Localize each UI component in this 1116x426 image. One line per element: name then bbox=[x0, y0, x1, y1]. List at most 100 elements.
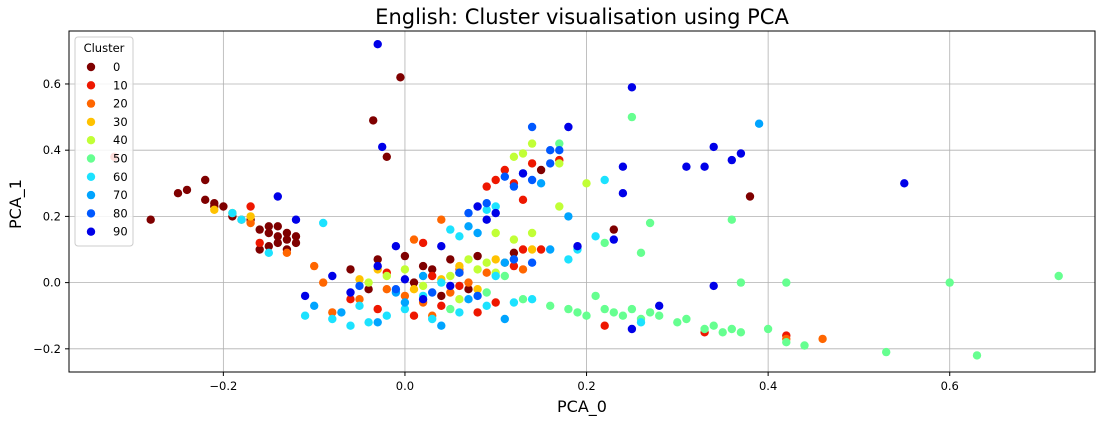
data-point-cluster-60 bbox=[328, 314, 337, 324]
data-point-cluster-20 bbox=[319, 278, 328, 287]
x-tick-label: −0.2 bbox=[209, 379, 237, 393]
data-point-cluster-60 bbox=[491, 202, 500, 211]
data-point-cluster-40 bbox=[464, 255, 473, 264]
y-tick-label: −0.2 bbox=[33, 342, 61, 356]
data-point-cluster-20 bbox=[382, 285, 391, 294]
data-point-cluster-0 bbox=[173, 189, 183, 198]
data-point-cluster-90 bbox=[437, 242, 446, 251]
data-point-cluster-40 bbox=[382, 271, 391, 281]
data-point-cluster-80 bbox=[527, 122, 537, 132]
data-point-cluster-0 bbox=[282, 235, 292, 244]
data-point-cluster-30 bbox=[473, 285, 482, 294]
data-point-cluster-30 bbox=[491, 255, 500, 264]
data-point-cluster-80 bbox=[546, 159, 555, 168]
data-point-cluster-60 bbox=[346, 321, 355, 330]
data-point-cluster-60 bbox=[382, 311, 391, 320]
data-point-cluster-40 bbox=[582, 179, 591, 188]
x-axis-label: PCA_0 bbox=[557, 397, 607, 417]
data-point-cluster-0 bbox=[219, 202, 228, 211]
data-point-cluster-10 bbox=[409, 311, 419, 320]
data-point-cluster-40 bbox=[418, 281, 428, 291]
data-point-cluster-50 bbox=[782, 338, 791, 347]
data-point-cluster-90 bbox=[400, 275, 410, 284]
data-point-cluster-80 bbox=[509, 255, 519, 264]
data-point-cluster-0 bbox=[291, 238, 301, 248]
data-point-cluster-80 bbox=[455, 268, 464, 277]
data-point-cluster-30 bbox=[210, 205, 219, 214]
data-point-cluster-20 bbox=[246, 218, 255, 228]
data-point-cluster-30 bbox=[455, 261, 464, 271]
data-point-cluster-30 bbox=[409, 285, 419, 294]
data-point-cluster-60 bbox=[527, 295, 537, 304]
data-point-cluster-10 bbox=[527, 159, 537, 168]
data-point-cluster-70 bbox=[310, 301, 319, 310]
data-point-cluster-10 bbox=[455, 281, 464, 291]
data-point-cluster-50 bbox=[655, 311, 664, 320]
data-point-cluster-50 bbox=[736, 328, 746, 337]
data-point-cluster-0 bbox=[428, 265, 437, 274]
data-point-cluster-90 bbox=[573, 242, 582, 251]
data-point-cluster-50 bbox=[573, 308, 582, 317]
data-point-cluster-50 bbox=[627, 304, 637, 314]
data-point-cluster-20 bbox=[464, 278, 473, 287]
data-point-cluster-10 bbox=[491, 175, 500, 185]
legend-label-30: 30 bbox=[113, 115, 128, 129]
data-point-cluster-90 bbox=[518, 169, 528, 178]
data-point-cluster-0 bbox=[536, 165, 546, 175]
data-point-cluster-80 bbox=[509, 182, 519, 191]
data-point-cluster-90 bbox=[300, 291, 310, 301]
data-point-cluster-0 bbox=[273, 238, 282, 248]
data-point-cluster-10 bbox=[428, 271, 437, 281]
data-point-cluster-90 bbox=[491, 208, 500, 218]
data-point-cluster-70 bbox=[536, 179, 546, 188]
data-point-cluster-70 bbox=[464, 222, 473, 231]
data-point-cluster-90 bbox=[618, 162, 628, 171]
data-point-cluster-10 bbox=[473, 308, 482, 317]
y-tick-label: 0.0 bbox=[43, 276, 61, 290]
data-point-cluster-60 bbox=[636, 318, 646, 327]
data-point-cluster-60 bbox=[319, 218, 328, 228]
data-point-cluster-0 bbox=[409, 278, 419, 287]
data-point-cluster-90 bbox=[378, 142, 387, 152]
data-point-cluster-50 bbox=[591, 291, 600, 301]
data-point-cluster-60 bbox=[455, 232, 464, 241]
data-point-cluster-50 bbox=[709, 321, 718, 330]
data-point-cluster-0 bbox=[210, 199, 219, 208]
data-point-cluster-40 bbox=[509, 152, 519, 161]
data-point-cluster-0 bbox=[264, 222, 273, 231]
data-point-cluster-70 bbox=[754, 119, 764, 128]
data-point-cluster-10 bbox=[491, 298, 500, 307]
data-point-cluster-40 bbox=[455, 295, 464, 304]
data-point-cluster-90 bbox=[346, 288, 355, 297]
data-point-cluster-50 bbox=[945, 278, 954, 287]
legend-label-20: 20 bbox=[113, 97, 128, 111]
data-point-cluster-70 bbox=[546, 245, 555, 254]
y-axis-label: PCA_1 bbox=[6, 179, 26, 229]
x-tick-label: 0.2 bbox=[577, 379, 595, 393]
data-point-cluster-80 bbox=[527, 175, 537, 185]
data-point-cluster-0 bbox=[373, 255, 382, 264]
data-point-cluster-10 bbox=[255, 238, 264, 248]
data-point-cluster-90 bbox=[328, 271, 337, 281]
data-point-cluster-10 bbox=[500, 165, 509, 175]
data-point-cluster-50 bbox=[555, 139, 564, 148]
data-point-cluster-70 bbox=[437, 321, 446, 330]
data-point-cluster-0 bbox=[400, 251, 410, 261]
data-point-cluster-60 bbox=[237, 215, 246, 224]
data-point-cluster-70 bbox=[400, 298, 410, 307]
data-point-cluster-90 bbox=[655, 301, 664, 310]
legend-title: Cluster bbox=[84, 41, 125, 55]
data-point-cluster-90 bbox=[291, 215, 301, 224]
data-point-cluster-20 bbox=[818, 334, 827, 344]
data-point-cluster-90 bbox=[482, 215, 491, 224]
data-point-cluster-50 bbox=[600, 238, 609, 248]
data-point-cluster-90 bbox=[900, 179, 909, 188]
data-point-cluster-80 bbox=[482, 199, 491, 208]
data-point-cluster-0 bbox=[609, 225, 618, 234]
data-point-cluster-40 bbox=[518, 149, 528, 158]
data-point-cluster-0 bbox=[255, 225, 264, 234]
data-point-cluster-40 bbox=[364, 278, 373, 287]
data-point-cluster-50 bbox=[600, 304, 609, 314]
axis-ticks: −0.2 0.0 0.2 0.4 0.6 −0.2 0.0 0.2 0.4 0.6 bbox=[33, 77, 959, 393]
